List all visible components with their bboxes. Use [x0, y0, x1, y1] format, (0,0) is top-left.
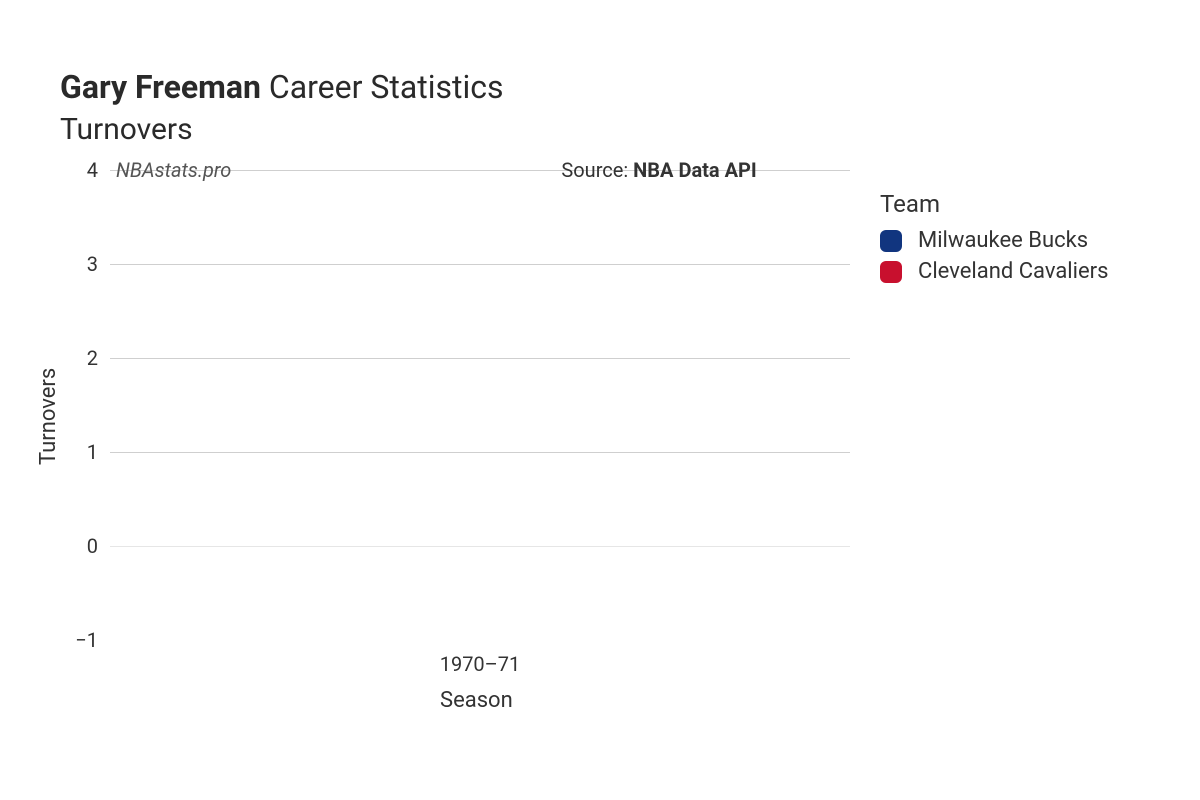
source-name: NBA Data API [633, 158, 757, 182]
legend: Team Milwaukee Bucks Cleveland Cavaliers [880, 190, 1108, 290]
y-axis-title: Turnovers [36, 368, 61, 465]
source-label: Source: NBA Data API [561, 158, 756, 182]
chart-subtitle: Turnovers [60, 112, 504, 147]
y-tick-label: 1 [58, 440, 98, 464]
y-tick-label: 2 [58, 346, 98, 370]
gridline [110, 546, 850, 547]
legend-title: Team [880, 190, 1108, 218]
source-prefix: Source: [561, 158, 633, 182]
gridline [110, 264, 850, 265]
legend-item: Cleveland Cavaliers [880, 259, 1108, 284]
x-tick-label: 1970–71 [440, 652, 521, 676]
legend-swatch [880, 230, 902, 252]
chart-title: Gary Freeman Career Statistics Turnovers [60, 68, 504, 147]
y-tick-label: −1 [58, 628, 98, 652]
x-axis-title: Season [440, 688, 513, 713]
title-suffix: Career Statistics [261, 68, 504, 106]
title-player-name: Gary Freeman [60, 68, 261, 106]
plot-area: −1012341970–71 [110, 170, 850, 640]
legend-item: Milwaukee Bucks [880, 228, 1108, 253]
legend-swatch [880, 261, 902, 283]
gridline [110, 452, 850, 453]
gridline [110, 358, 850, 359]
y-tick-label: 0 [58, 534, 98, 558]
legend-label: Milwaukee Bucks [918, 228, 1088, 253]
chart-container: Gary Freeman Career Statistics Turnovers… [0, 0, 1200, 800]
y-tick-label: 4 [58, 158, 98, 182]
watermark-text: NBAstats.pro [116, 158, 231, 182]
y-tick-label: 3 [58, 252, 98, 276]
legend-label: Cleveland Cavaliers [918, 259, 1108, 284]
